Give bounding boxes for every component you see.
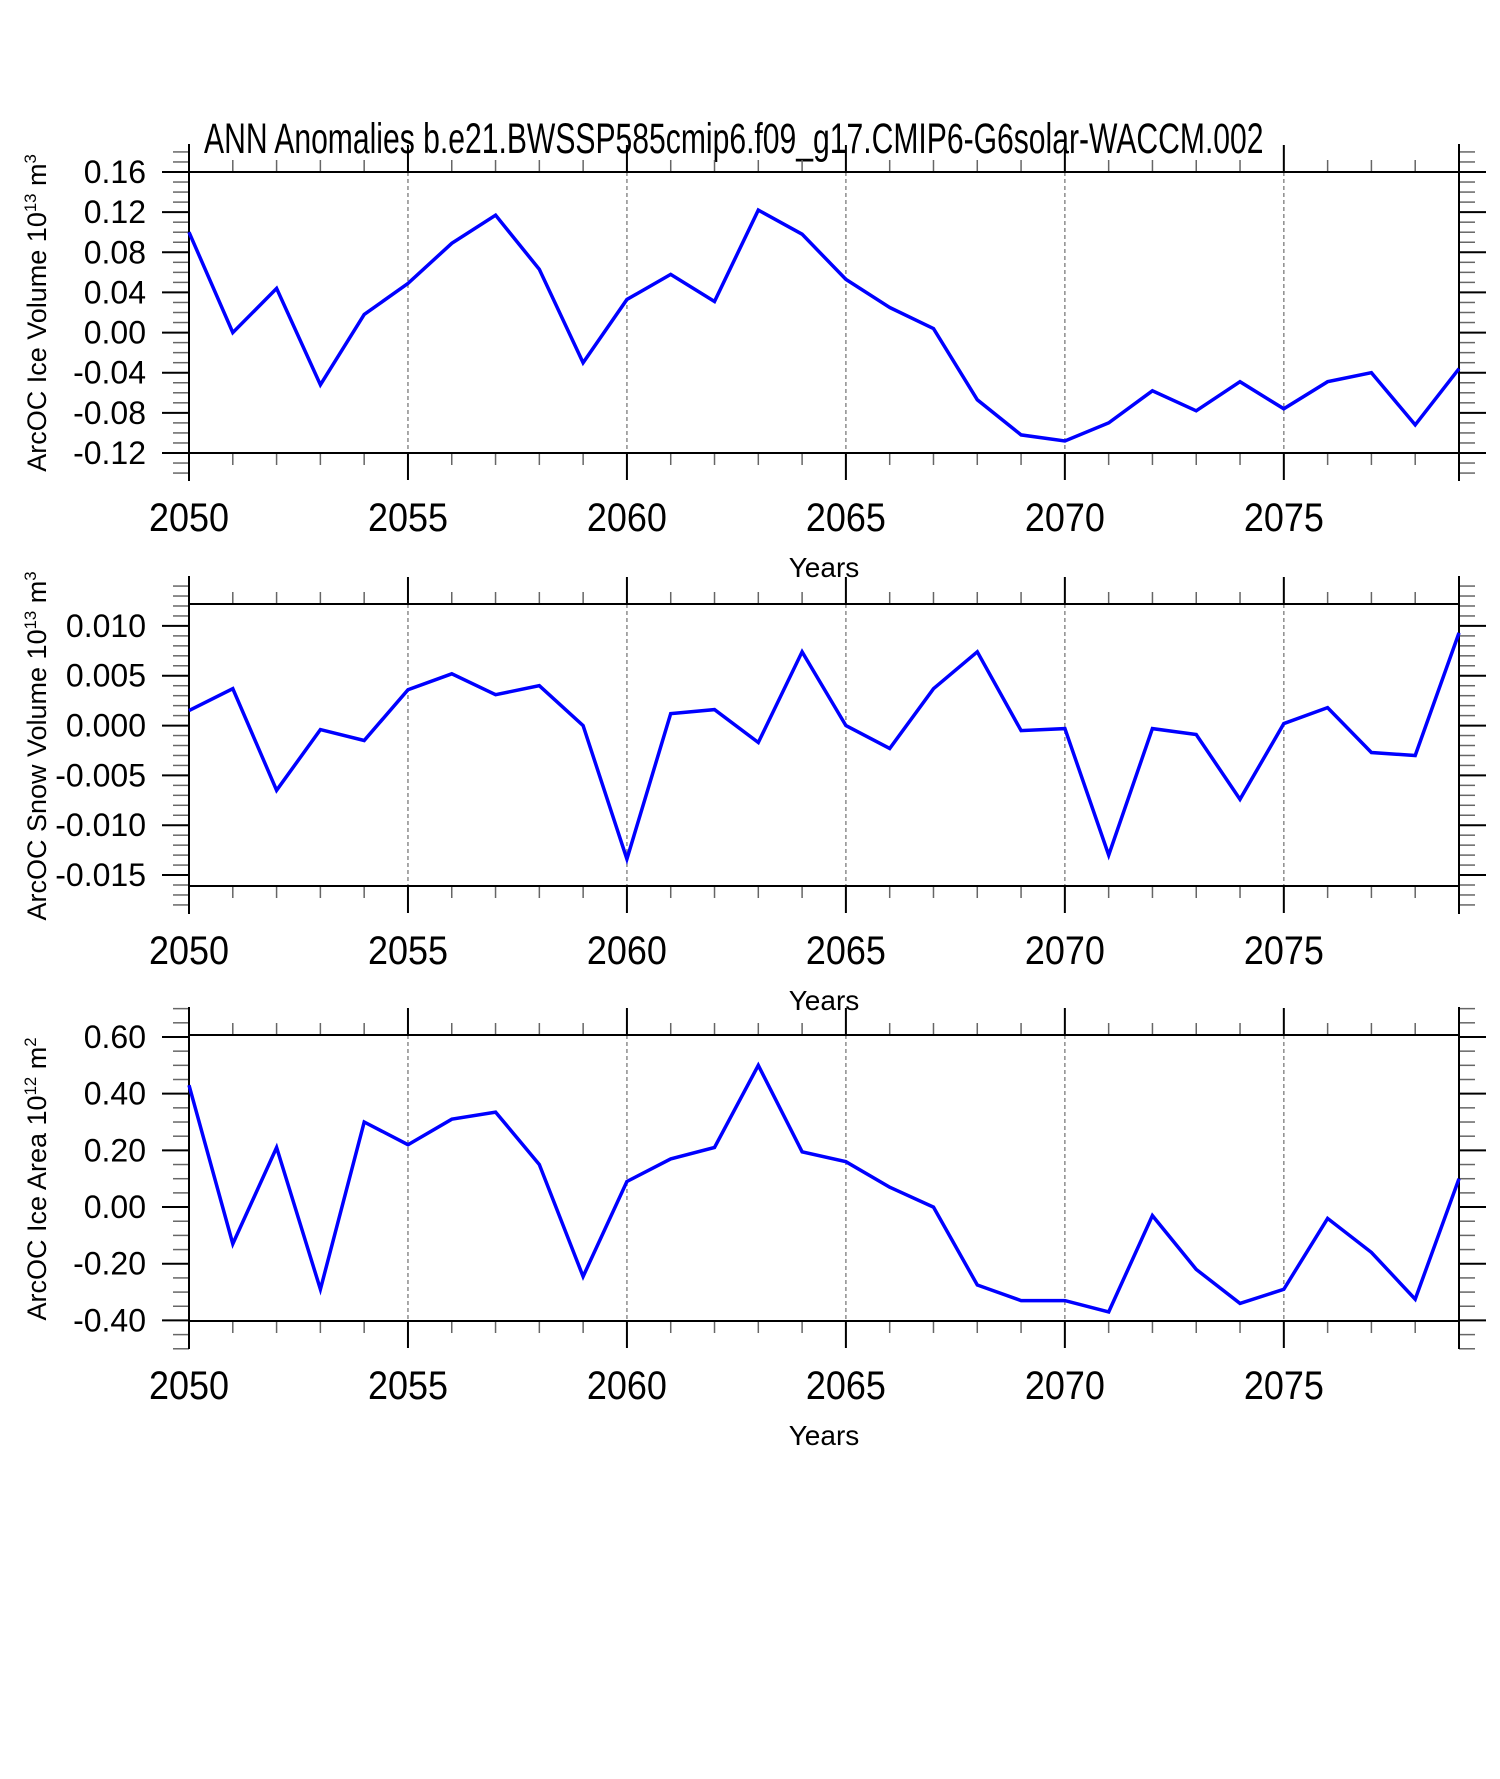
y-tick-label: -0.12 bbox=[73, 435, 146, 471]
unit: m bbox=[22, 1046, 52, 1077]
x-tick-label: 2060 bbox=[587, 1364, 667, 1408]
x-tick-label: 2050 bbox=[149, 1364, 229, 1408]
y-tick-label: -0.40 bbox=[73, 1302, 146, 1338]
plot-frame bbox=[188, 603, 1460, 887]
x-tick-label: 2060 bbox=[587, 496, 667, 540]
y-tick-label: 0.005 bbox=[66, 658, 146, 694]
ice-volume-series-line bbox=[187, 207, 1461, 443]
snow-volume-series-line bbox=[188, 632, 1461, 865]
y-tick-label: 0.000 bbox=[66, 708, 146, 744]
figure-title: ANN Anomalies b.e21.BWSSP585cmip6.f09_g1… bbox=[204, 115, 1264, 163]
y-tick-label: 0.04 bbox=[84, 274, 146, 310]
x-tick-label: 2050 bbox=[149, 496, 229, 540]
y-tick-label: -0.20 bbox=[73, 1246, 146, 1282]
x-tick-label: 2070 bbox=[1025, 496, 1105, 540]
x-tick-label: 2055 bbox=[368, 1364, 448, 1408]
plot-frame bbox=[188, 1034, 1460, 1322]
y-tick-label: -0.010 bbox=[55, 807, 146, 843]
plot-frame bbox=[188, 171, 1460, 454]
x-tick-label: 2065 bbox=[806, 929, 886, 973]
x-tick-label: 2055 bbox=[368, 929, 448, 973]
y-tick-label: 0.16 bbox=[84, 154, 146, 190]
x-axis-title-snow-volume: Years bbox=[788, 985, 860, 1016]
ice-area-series-line bbox=[187, 1061, 1461, 1314]
y-tick-label: -0.04 bbox=[73, 355, 146, 391]
y-tick-label: -0.015 bbox=[55, 857, 146, 893]
y-tick-label: 0.00 bbox=[84, 315, 146, 351]
y-tick-label: 0.40 bbox=[84, 1076, 146, 1112]
unit-exponent: 2 bbox=[21, 1037, 40, 1047]
y-tick-label: -0.005 bbox=[55, 757, 146, 793]
x-tick-label: 2065 bbox=[806, 1364, 886, 1408]
y-tick-label: 0.60 bbox=[84, 1019, 146, 1055]
x-tick-label: 2055 bbox=[368, 496, 448, 540]
x-tick-label: 2075 bbox=[1244, 496, 1324, 540]
y-tick-label: 0.010 bbox=[66, 608, 146, 644]
y-axis-title-ice-area: ArcOC Ice Area 1012 m2 bbox=[13, 579, 52, 1779]
x-tick-label: 2065 bbox=[806, 496, 886, 540]
y-tick-label: 0.12 bbox=[84, 194, 146, 230]
x-tick-label: 2075 bbox=[1244, 929, 1324, 973]
x-tick-label: 2070 bbox=[1025, 929, 1105, 973]
y-tick-label: 0.00 bbox=[84, 1189, 146, 1225]
x-tick-label: 2060 bbox=[587, 929, 667, 973]
x-tick-label: 2070 bbox=[1025, 1364, 1105, 1408]
x-tick-label: 2050 bbox=[149, 929, 229, 973]
y-tick-label: 0.20 bbox=[84, 1132, 146, 1168]
y-tick-label: 0.08 bbox=[84, 234, 146, 270]
x-axis-title-ice-area: Years bbox=[788, 1420, 860, 1451]
x-tick-label: 2075 bbox=[1244, 1364, 1324, 1408]
y-axis-title-text: ArcOC Ice Area 10 bbox=[22, 1095, 52, 1321]
x-axis-title-ice-volume: Years bbox=[788, 552, 860, 583]
exponent: 12 bbox=[21, 1076, 40, 1096]
y-tick-label: -0.08 bbox=[73, 395, 146, 431]
